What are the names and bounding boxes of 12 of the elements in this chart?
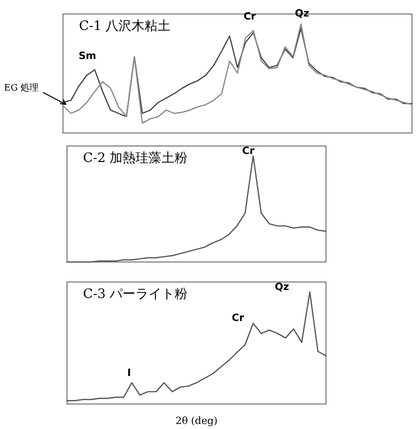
- chart-title: C-2 加熱珪藻土粉: [83, 151, 188, 166]
- x-axis-title: 2θ (deg): [175, 416, 218, 427]
- chart-title: C-1 八沢木粘土: [79, 19, 171, 34]
- text: EG 処理: [4, 82, 39, 94]
- annotation: Sm: [78, 50, 96, 62]
- annotation: Cr: [242, 146, 254, 157]
- annotation: Cr: [232, 313, 244, 324]
- text: Cr: [244, 12, 256, 23]
- chart-title: C-3 パーライト粉: [83, 287, 188, 302]
- text: Qz: [294, 8, 310, 20]
- annotation: Qz: [274, 282, 290, 293]
- annotation: I: [127, 368, 132, 379]
